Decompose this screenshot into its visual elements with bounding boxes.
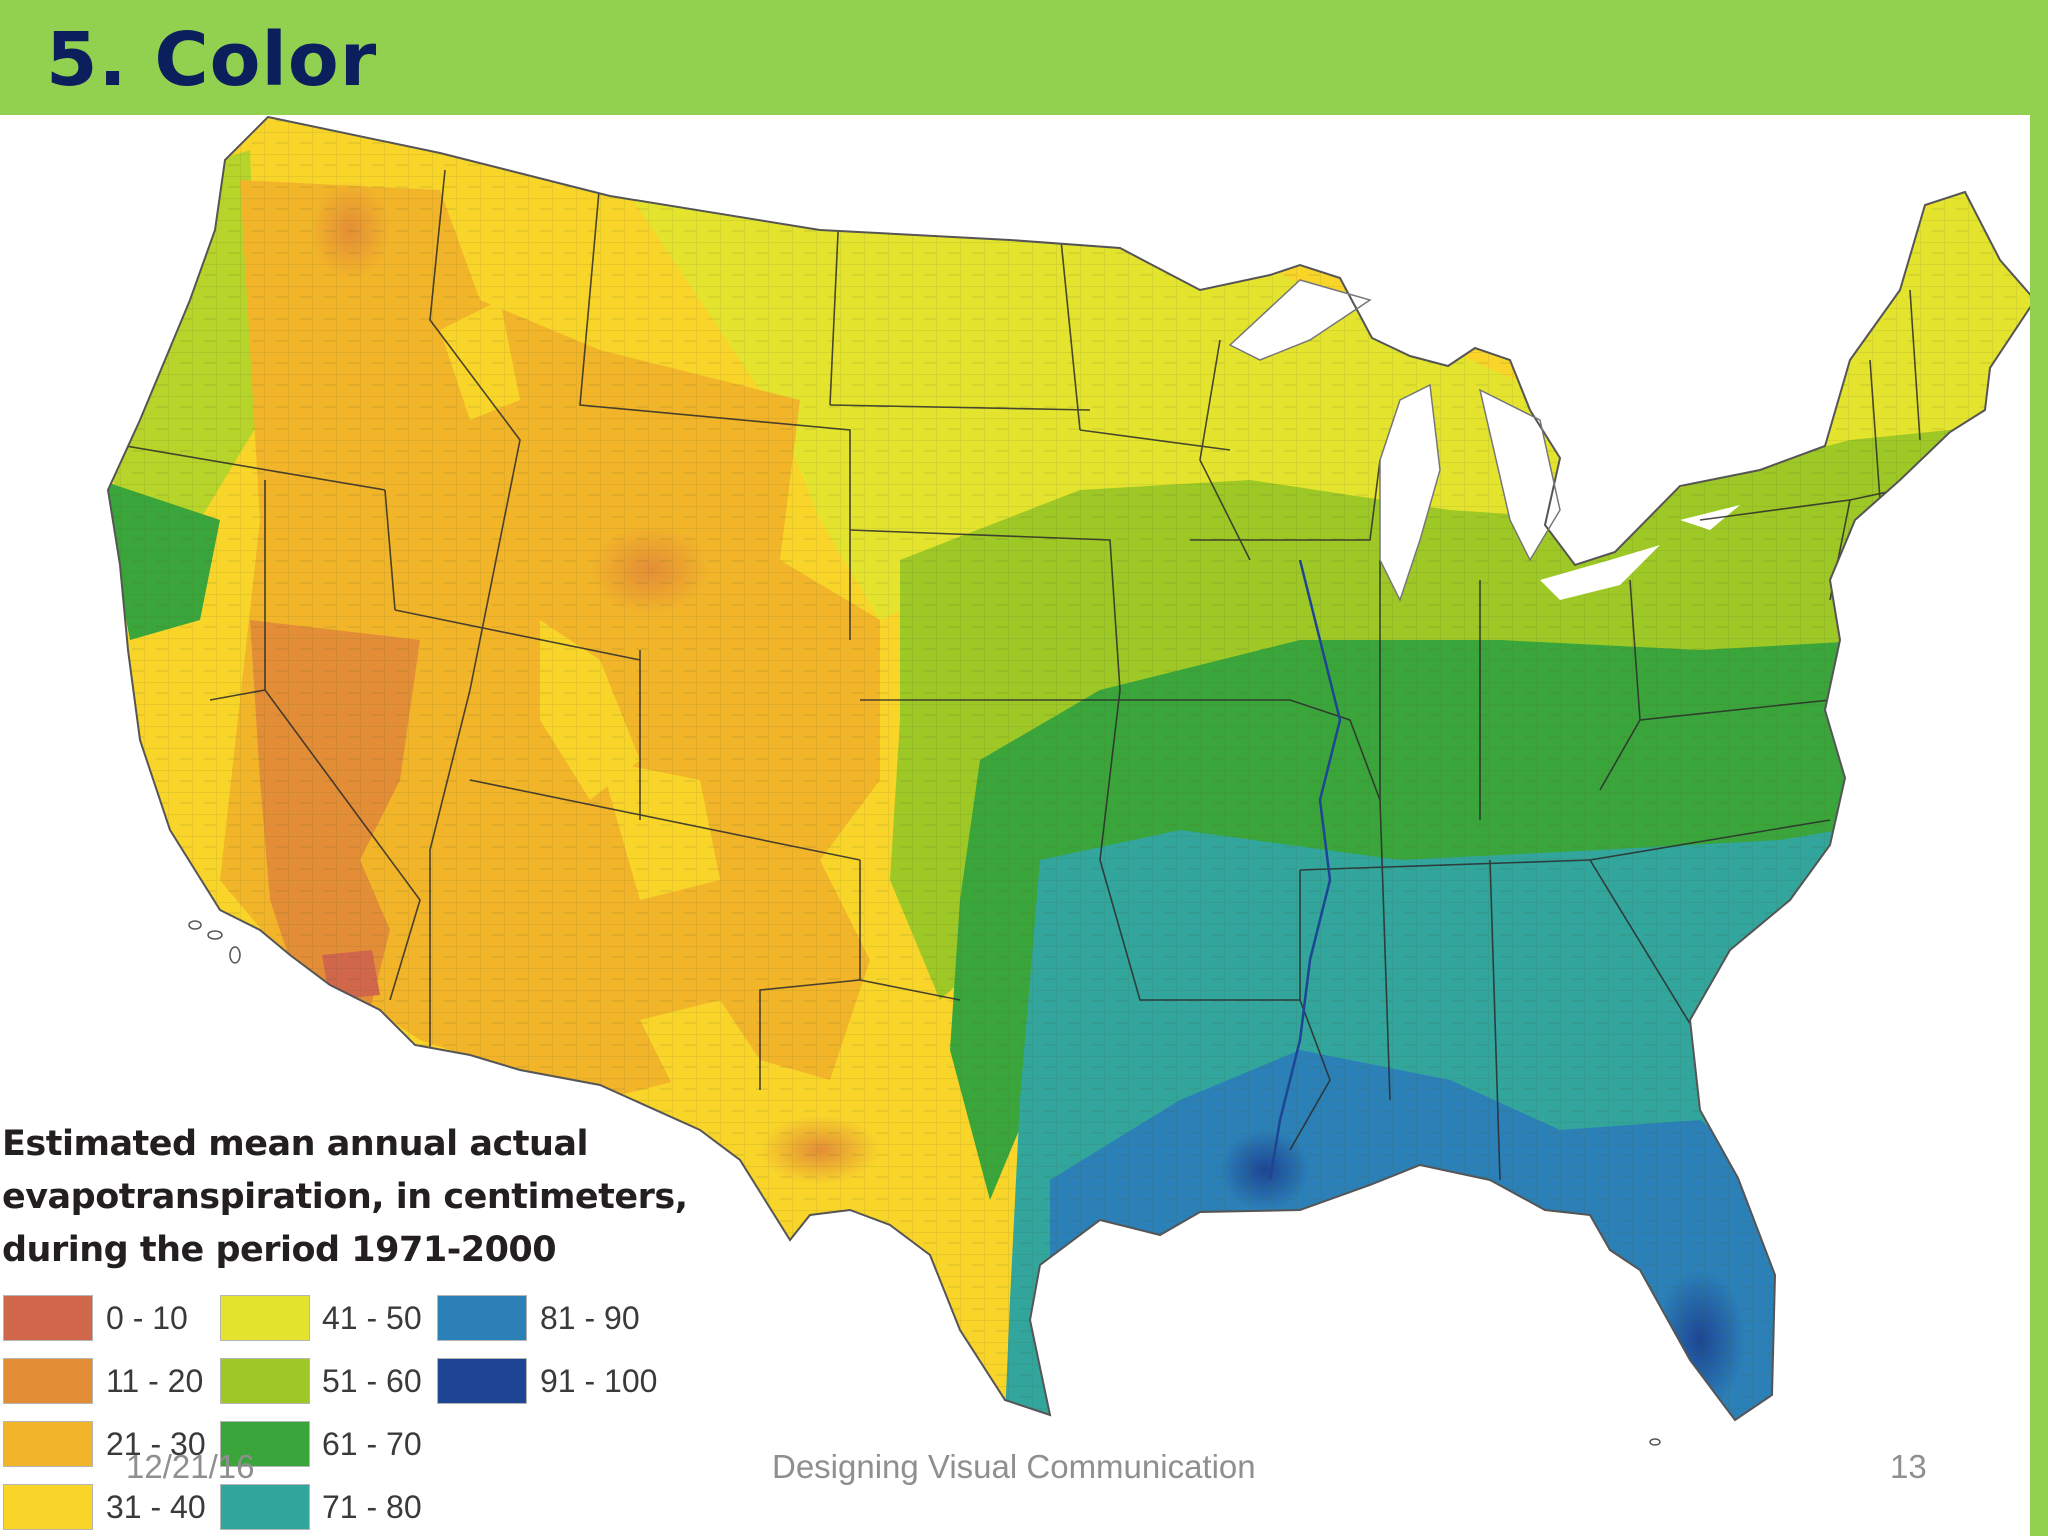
- map-svg: [107, 116, 2036, 1446]
- legend-swatch-31-40: [3, 1484, 93, 1530]
- legend-label-71-80: 71 - 80: [322, 1489, 422, 1525]
- legend-label-21-30: 21 - 30: [106, 1426, 206, 1462]
- legend-swatch-91-100: [437, 1358, 527, 1404]
- slide-right-accent-strip: [2030, 115, 2048, 1536]
- legend-label-81-90: 81 - 90: [540, 1300, 640, 1336]
- evapotranspiration-map: [0, 115, 2048, 1536]
- map-legend: Estimated mean annual actual evapotransp…: [0, 1118, 720, 1536]
- footer-page-number: 13: [1890, 1448, 1927, 1485]
- legend-title-line-3: during the period 1971-2000: [2, 1230, 557, 1270]
- legend-label-51-60: 51 - 60: [322, 1363, 422, 1399]
- legend-label-0-10: 0 - 10: [106, 1300, 188, 1336]
- slide-title: 5. Color: [46, 17, 378, 103]
- legend-label-91-100: 91 - 100: [540, 1363, 658, 1399]
- legend-swatch-21-30: [3, 1421, 93, 1467]
- legend-swatch-11-20: [3, 1358, 93, 1404]
- legend-swatch-61-70: [220, 1421, 310, 1467]
- legend-swatch-71-80: [220, 1484, 310, 1530]
- legend-title: Estimated mean annual actual evapotransp…: [2, 1118, 702, 1277]
- legend-label-11-20: 11 - 20: [106, 1363, 204, 1399]
- legend-swatch-51-60: [220, 1358, 310, 1404]
- legend-title-line-2: evapotranspiration, in centimeters,: [2, 1177, 688, 1217]
- legend-label-31-40: 31 - 40: [106, 1489, 206, 1525]
- legend-swatch-41-50: [220, 1295, 310, 1341]
- legend-label-61-70: 61 - 70: [322, 1426, 422, 1462]
- legend-title-line-1: Estimated mean annual actual: [2, 1124, 589, 1164]
- slide-header-bar: 5. Color: [0, 0, 2048, 115]
- footer-date: 12/21/16: [126, 1448, 255, 1485]
- legend-swatch-0-10: [3, 1295, 93, 1341]
- legend-label-41-50: 41 - 50: [322, 1300, 422, 1336]
- legend-swatch-81-90: [437, 1295, 527, 1341]
- footer-course-title: Designing Visual Communication: [772, 1448, 1256, 1485]
